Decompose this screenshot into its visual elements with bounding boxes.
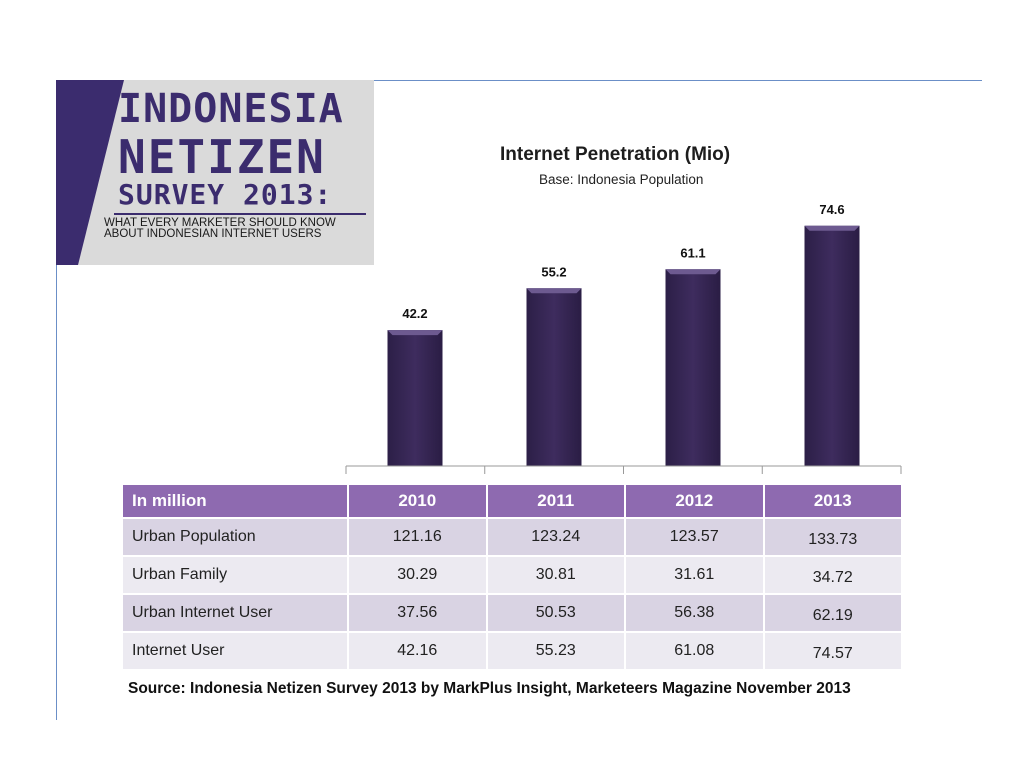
table-cell: 74.57 bbox=[763, 631, 903, 669]
data-table: In million 2010 2011 2012 2013 Urban Pop… bbox=[123, 485, 903, 669]
source-note: Source: Indonesia Netizen Survey 2013 by… bbox=[128, 680, 851, 697]
header-cell: 2010 bbox=[348, 485, 488, 518]
bar-bevel-2011 bbox=[526, 288, 582, 294]
bar-2012 bbox=[665, 269, 721, 466]
bar-bevel-2012 bbox=[665, 269, 721, 275]
data-label-2012: 61.1 bbox=[680, 245, 705, 260]
data-label-2011: 55.2 bbox=[541, 264, 566, 279]
data-label-2013: 74.6 bbox=[819, 202, 844, 217]
banner-subtitle: WHAT EVERY MARKETER SHOULD KNOW ABOUT IN… bbox=[104, 217, 336, 240]
header-cell: 2013 bbox=[763, 485, 903, 518]
table-row: Internet User 42.16 55.23 61.08 74.57 bbox=[123, 631, 903, 669]
table-cell: 55.23 bbox=[486, 631, 626, 669]
table-cell: 62.19 bbox=[763, 593, 903, 632]
header-cell: 2011 bbox=[486, 485, 626, 518]
table-cell: 37.56 bbox=[348, 593, 488, 632]
bar-2013 bbox=[804, 225, 860, 466]
table-cell: 123.57 bbox=[625, 517, 765, 556]
bar-bevel-2013 bbox=[804, 225, 860, 231]
banner-stripe bbox=[56, 80, 124, 265]
bar-chart: 42.2 55.2 61.1 74.6 bbox=[345, 202, 902, 474]
table-header-row: In million 2010 2011 2012 2013 bbox=[123, 485, 903, 518]
banner-title-line3: SURVEY 2013: bbox=[118, 178, 333, 211]
table-row: Urban Internet User 37.56 50.53 56.38 62… bbox=[123, 593, 903, 632]
survey-banner: INDONESIA NETIZEN SURVEY 2013: WHAT EVER… bbox=[56, 80, 374, 265]
bar-bevel-2010 bbox=[387, 330, 443, 336]
table-cell: 30.29 bbox=[348, 555, 488, 594]
row-label: Urban Population bbox=[123, 517, 349, 556]
header-cell: In million bbox=[123, 485, 349, 518]
bar-2011 bbox=[526, 288, 582, 466]
table-cell: 133.73 bbox=[763, 517, 903, 556]
bar-2010 bbox=[387, 330, 443, 466]
table-cell: 31.61 bbox=[625, 555, 765, 594]
chart-title: Internet Penetration (Mio) bbox=[500, 144, 731, 165]
chart-subtitle: Base: Indonesia Population bbox=[539, 172, 704, 187]
banner-rule bbox=[114, 213, 366, 215]
table-cell: 50.53 bbox=[486, 593, 626, 632]
table-cell: 42.16 bbox=[348, 631, 488, 669]
row-label: Urban Internet User bbox=[123, 593, 349, 632]
row-label: Internet User bbox=[123, 631, 349, 669]
table-cell: 30.81 bbox=[486, 555, 626, 594]
table-row: Urban Population 121.16 123.24 123.57 13… bbox=[123, 517, 903, 556]
left-rule bbox=[56, 265, 57, 720]
banner-title-line1: INDONESIA bbox=[118, 86, 344, 132]
table-cell: 61.08 bbox=[625, 631, 765, 669]
data-label-2010: 42.2 bbox=[402, 306, 427, 321]
table-cell: 56.38 bbox=[625, 593, 765, 632]
banner-title-line2: NETIZEN bbox=[118, 130, 326, 184]
table-cell: 121.16 bbox=[348, 517, 488, 556]
table-cell: 123.24 bbox=[486, 517, 626, 556]
table-cell: 34.72 bbox=[763, 555, 903, 594]
header-cell: 2012 bbox=[625, 485, 765, 518]
row-label: Urban Family bbox=[123, 555, 349, 594]
table-row: Urban Family 30.29 30.81 31.61 34.72 bbox=[123, 555, 903, 594]
top-rule bbox=[374, 80, 982, 81]
